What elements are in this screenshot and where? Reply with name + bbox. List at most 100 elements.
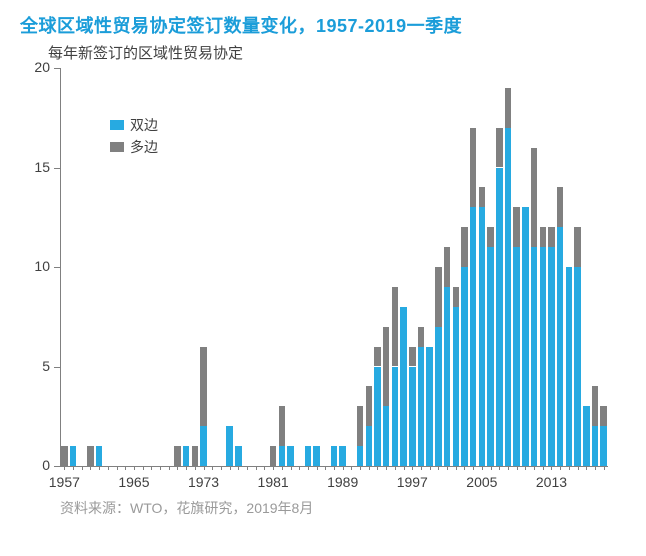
bar-multilateral xyxy=(366,386,373,426)
x-tick xyxy=(125,466,126,470)
x-tick xyxy=(447,466,448,470)
bar-multilateral xyxy=(87,446,94,466)
x-tick xyxy=(317,466,318,470)
x-tick xyxy=(291,466,292,470)
y-tick xyxy=(54,466,60,467)
bar-bilateral xyxy=(505,128,512,466)
bar-multilateral xyxy=(374,347,381,367)
y-tick xyxy=(54,168,60,169)
chart-title: 全球区域性贸易协定签订数量变化，1957-2019一季度 xyxy=(20,12,626,38)
x-tick xyxy=(534,466,535,470)
bar-bilateral xyxy=(287,446,294,466)
y-tick xyxy=(54,267,60,268)
x-tick-label: 2013 xyxy=(536,474,567,490)
bar-bilateral xyxy=(583,406,590,466)
bar-multilateral xyxy=(531,148,538,248)
bar-bilateral xyxy=(479,207,486,466)
x-tick xyxy=(543,466,544,470)
bar-multilateral xyxy=(192,446,199,466)
bar-bilateral xyxy=(566,267,573,466)
x-tick-label: 2005 xyxy=(466,474,497,490)
bar-bilateral xyxy=(409,367,416,467)
y-tick-label: 5 xyxy=(20,358,50,374)
bar-multilateral xyxy=(383,327,390,407)
bar-bilateral xyxy=(513,247,520,466)
bar-bilateral xyxy=(226,426,233,466)
x-tick xyxy=(64,466,65,470)
bar-multilateral xyxy=(279,406,286,446)
x-tick xyxy=(186,466,187,470)
x-tick xyxy=(508,466,509,470)
bar-bilateral xyxy=(400,307,407,466)
bar-multilateral xyxy=(418,327,425,347)
x-tick xyxy=(412,466,413,470)
bar-bilateral xyxy=(522,207,529,466)
x-tick xyxy=(525,466,526,470)
x-tick xyxy=(569,466,570,470)
x-tick xyxy=(325,466,326,470)
bar-multilateral xyxy=(592,386,599,426)
bar-bilateral xyxy=(444,287,451,466)
bar-multilateral xyxy=(461,227,468,267)
x-tick xyxy=(430,466,431,470)
x-tick xyxy=(369,466,370,470)
bar-bilateral xyxy=(531,247,538,466)
bar-multilateral xyxy=(409,347,416,367)
bar-bilateral xyxy=(235,446,242,466)
bar-bilateral xyxy=(357,446,364,466)
bar-bilateral xyxy=(305,446,312,466)
x-tick xyxy=(221,466,222,470)
bar-multilateral xyxy=(357,406,364,446)
bar-bilateral xyxy=(331,446,338,466)
bar-bilateral xyxy=(279,446,286,466)
bar-multilateral xyxy=(548,227,555,247)
bar-bilateral xyxy=(548,247,555,466)
x-tick xyxy=(143,466,144,470)
legend-label: 多边 xyxy=(130,137,158,157)
bar-multilateral xyxy=(479,187,486,207)
x-tick xyxy=(464,466,465,470)
bar-bilateral xyxy=(200,426,207,466)
x-tick xyxy=(491,466,492,470)
bar-multilateral xyxy=(392,287,399,367)
bar-multilateral xyxy=(574,227,581,267)
bar-bilateral xyxy=(96,446,103,466)
x-tick xyxy=(230,466,231,470)
bar-bilateral xyxy=(183,446,190,466)
x-tick xyxy=(99,466,100,470)
bar-multilateral xyxy=(540,227,547,247)
bar-bilateral xyxy=(600,426,607,466)
bar-bilateral xyxy=(366,426,373,466)
x-tick xyxy=(360,466,361,470)
x-tick xyxy=(421,466,422,470)
bar-multilateral xyxy=(513,207,520,247)
x-tick-label: 1997 xyxy=(397,474,428,490)
x-tick xyxy=(73,466,74,470)
x-tick-label: 1973 xyxy=(188,474,219,490)
x-tick xyxy=(377,466,378,470)
legend-swatch xyxy=(110,142,124,152)
x-tick xyxy=(169,466,170,470)
bar-bilateral xyxy=(426,347,433,466)
x-tick xyxy=(195,466,196,470)
x-tick xyxy=(264,466,265,470)
x-tick-label: 1981 xyxy=(258,474,289,490)
x-tick xyxy=(473,466,474,470)
bar-bilateral xyxy=(418,347,425,466)
bar-multilateral xyxy=(600,406,607,426)
x-tick xyxy=(551,466,552,470)
x-tick xyxy=(273,466,274,470)
x-tick-label: 1989 xyxy=(327,474,358,490)
bar-bilateral xyxy=(496,168,503,467)
x-tick xyxy=(299,466,300,470)
x-tick xyxy=(151,466,152,470)
bar-bilateral xyxy=(592,426,599,466)
bar-bilateral xyxy=(313,446,320,466)
x-tick xyxy=(604,466,605,470)
x-tick xyxy=(108,466,109,470)
y-tick xyxy=(54,367,60,368)
bar-multilateral xyxy=(470,128,477,208)
bar-multilateral xyxy=(444,247,451,287)
x-tick xyxy=(456,466,457,470)
x-tick xyxy=(177,466,178,470)
